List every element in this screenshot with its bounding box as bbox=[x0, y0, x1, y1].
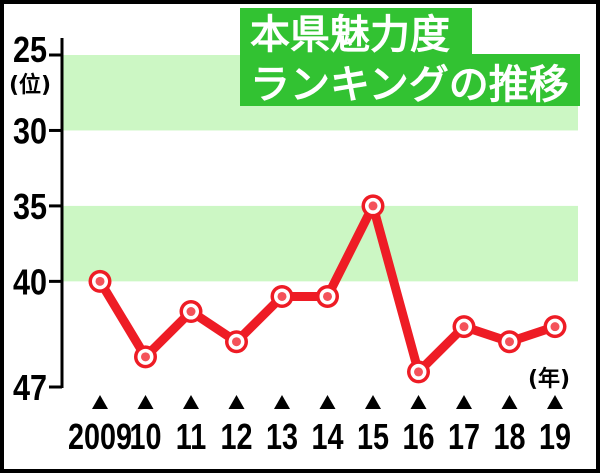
x-tick-marker bbox=[92, 395, 108, 409]
x-tick-marker bbox=[456, 395, 472, 409]
x-tick-label: 17 bbox=[448, 416, 480, 457]
series bbox=[88, 194, 567, 384]
data-point bbox=[361, 194, 385, 218]
title-box-line-1 bbox=[240, 8, 472, 58]
data-point-center bbox=[414, 367, 423, 377]
x-tick-label-group: 19 bbox=[539, 416, 571, 457]
y-tick-label-group: 35 bbox=[13, 188, 47, 228]
data-point bbox=[134, 345, 157, 369]
data-point-center bbox=[323, 291, 332, 301]
x-tick-label: 15 bbox=[357, 416, 389, 457]
x-tick-label-group: 10 bbox=[129, 416, 161, 457]
x-tick-label-group: 11 bbox=[176, 416, 206, 457]
y-tick-label-group: 30 bbox=[13, 112, 47, 152]
data-point-center bbox=[368, 201, 378, 211]
x-tick-label: 2009 bbox=[68, 416, 132, 457]
data-point bbox=[225, 330, 248, 354]
x-tick-label: 19 bbox=[539, 416, 571, 457]
data-point-center bbox=[186, 307, 196, 317]
axes bbox=[49, 38, 563, 409]
data-point-center bbox=[95, 276, 105, 286]
x-tick-label-group: 13 bbox=[266, 416, 298, 457]
x-tick-label-group: 15 bbox=[357, 416, 389, 457]
y-tick-label-group: 25 bbox=[13, 31, 47, 71]
data-point-center bbox=[550, 322, 560, 332]
x-unit-label: (年) bbox=[528, 366, 570, 392]
data-point bbox=[270, 284, 294, 308]
x-tick-marker bbox=[547, 395, 563, 409]
data-point bbox=[452, 315, 476, 339]
data-point bbox=[179, 300, 203, 324]
y-unit-label: (位) bbox=[9, 72, 51, 98]
x-tick-label: 10 bbox=[129, 416, 161, 457]
chart-title: 本県魅力度 ランキングの推移 bbox=[240, 8, 580, 108]
x-tick-label: 11 bbox=[176, 416, 206, 457]
x-tick-label: 12 bbox=[220, 416, 252, 457]
x-tick-label-group: 14 bbox=[311, 416, 343, 457]
data-point-center bbox=[141, 352, 150, 362]
x-tick-marker bbox=[365, 395, 381, 409]
data-point-center bbox=[277, 291, 287, 301]
data-point bbox=[498, 330, 521, 354]
data-point bbox=[543, 315, 567, 339]
x-tick-marker bbox=[501, 395, 518, 409]
title-line-1: 本県魅力度 bbox=[250, 12, 450, 58]
y-tick-label: 40 bbox=[13, 263, 47, 303]
data-point bbox=[88, 269, 112, 293]
x-tick-label: 14 bbox=[311, 416, 343, 457]
data-point-center bbox=[232, 337, 241, 347]
y-tick-label: 47 bbox=[13, 369, 47, 409]
x-tick-marker bbox=[274, 395, 290, 409]
x-tick-label: 18 bbox=[493, 416, 525, 457]
x-tick-marker bbox=[410, 395, 427, 409]
shaded-band bbox=[62, 205, 578, 282]
y-tick-label-group: 47 bbox=[13, 369, 47, 409]
x-tick-label-group: 18 bbox=[493, 416, 525, 457]
y-tick-label: 35 bbox=[13, 188, 47, 228]
x-tick-marker bbox=[183, 395, 199, 409]
x-tick-label-group: 12 bbox=[220, 416, 252, 457]
y-tick-label-group: 40 bbox=[13, 263, 47, 303]
data-point-center bbox=[505, 337, 514, 347]
y-tick-label: 30 bbox=[13, 112, 47, 152]
data-point-center bbox=[459, 322, 469, 332]
data-point bbox=[407, 360, 430, 384]
x-tick-label: 13 bbox=[266, 416, 298, 457]
x-tick-label-group: 17 bbox=[448, 416, 480, 457]
y-tick-label: 25 bbox=[13, 31, 47, 71]
x-tick-marker bbox=[228, 395, 245, 409]
x-tick-label-group: 2009 bbox=[68, 416, 132, 457]
title-box-line-2 bbox=[240, 54, 580, 106]
title-line-2: ランキングの推移 bbox=[250, 62, 569, 108]
x-tick-marker bbox=[137, 395, 154, 409]
x-tick-label-group: 16 bbox=[402, 416, 434, 457]
data-point bbox=[316, 284, 339, 308]
x-tick-label: 16 bbox=[402, 416, 434, 457]
x-tick-marker bbox=[319, 395, 336, 409]
